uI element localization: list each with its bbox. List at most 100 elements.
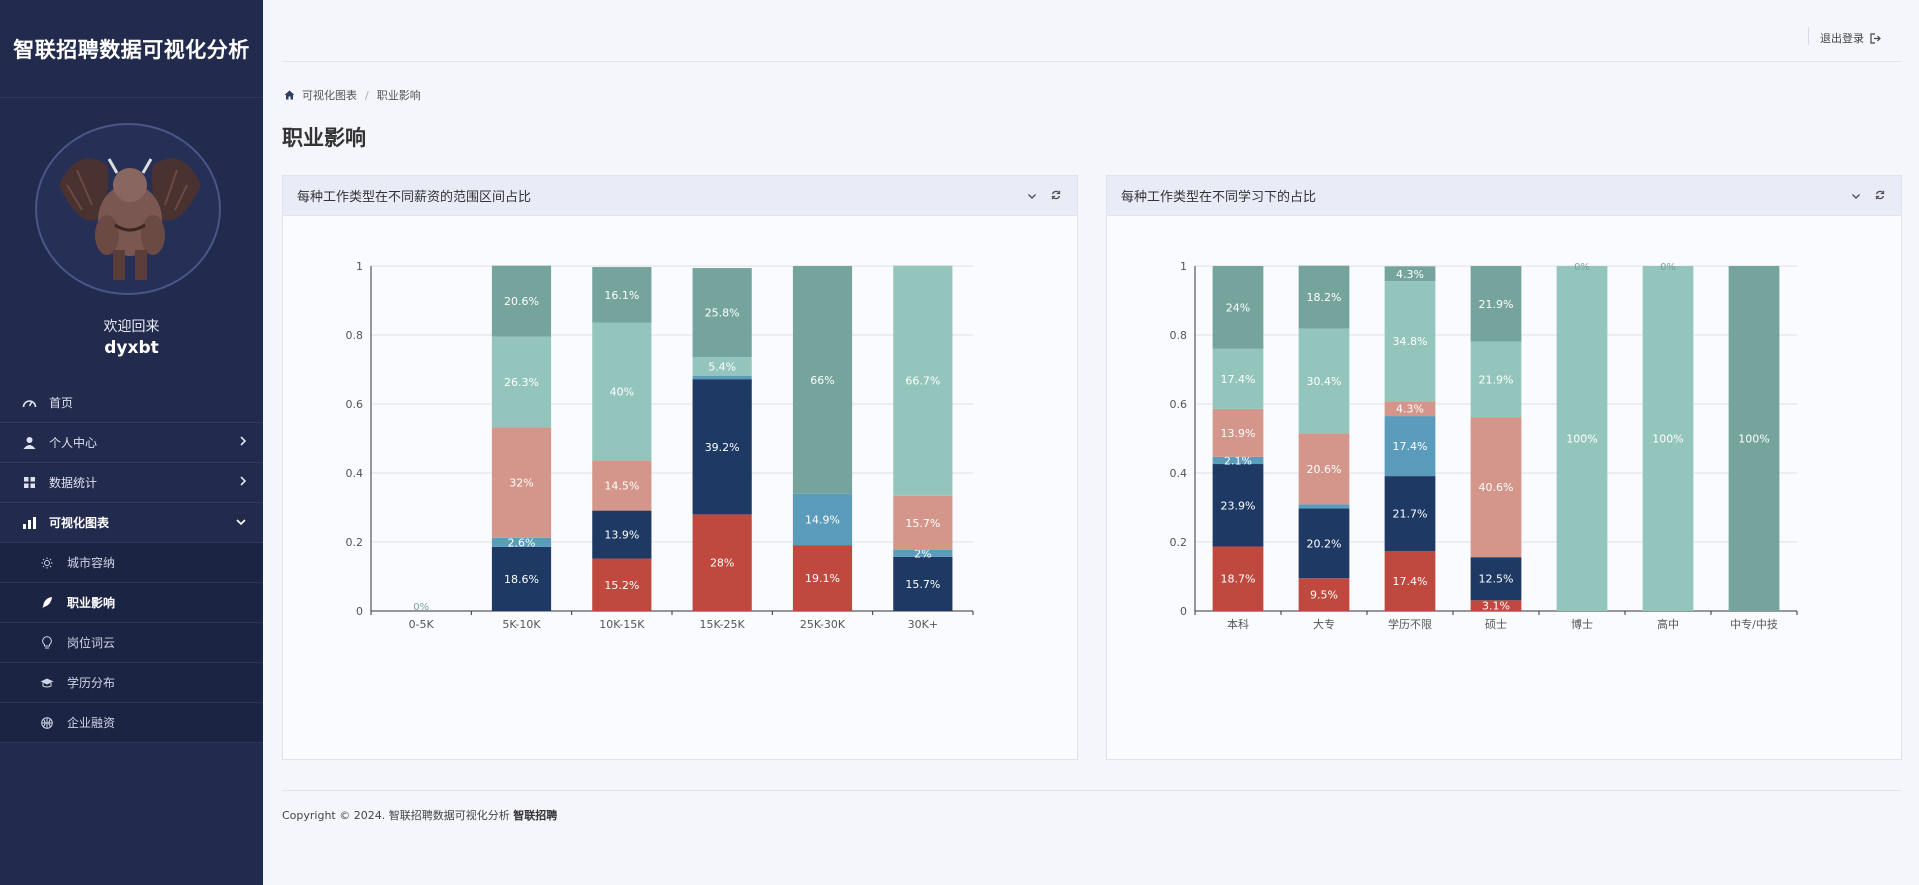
- collapse-icon[interactable]: [1027, 189, 1037, 204]
- bar-segment[interactable]: [893, 495, 953, 550]
- bar-segment[interactable]: [1470, 557, 1522, 601]
- sidebar-subitem-city[interactable]: 城市容纳: [0, 543, 263, 583]
- bar-segment[interactable]: [1470, 266, 1522, 342]
- bar-segment[interactable]: [1470, 600, 1522, 611]
- bar-segment[interactable]: [1470, 341, 1522, 418]
- bar-segment[interactable]: [1212, 266, 1264, 349]
- refresh-icon[interactable]: [1051, 189, 1061, 204]
- refresh-icon[interactable]: [1875, 189, 1885, 204]
- bar-segment[interactable]: [692, 375, 752, 380]
- x-tick-label: 5K-10K: [502, 618, 541, 631]
- bar-segment[interactable]: [491, 336, 552, 428]
- bar-data-label: 66%: [810, 374, 834, 387]
- bar-segment[interactable]: [1298, 328, 1350, 434]
- y-tick-label: 0.6: [346, 398, 364, 411]
- x-tick-label: 10K-15K: [599, 618, 645, 631]
- bar-data-label: 15.7%: [905, 578, 940, 591]
- bar-data-label: 23.9%: [1221, 499, 1256, 512]
- bar-segment[interactable]: [1212, 456, 1264, 465]
- user-icon: [21, 435, 37, 451]
- feather-icon: [40, 596, 54, 610]
- bar-segment[interactable]: [893, 265, 953, 496]
- bar-segment[interactable]: [592, 460, 652, 511]
- bar-segment[interactable]: [692, 379, 752, 515]
- bar-data-label: 13.9%: [1221, 427, 1256, 440]
- bar-segment[interactable]: [491, 427, 552, 538]
- sidebar-subitem-label: 城市容纳: [67, 556, 116, 570]
- logout-button[interactable]: 退出登录: [1808, 27, 1881, 46]
- sidebar-item-profile[interactable]: 个人中心: [0, 423, 263, 463]
- bar-segment[interactable]: [1384, 401, 1436, 417]
- bar-segment[interactable]: [1298, 265, 1350, 329]
- bar-data-label: 18.7%: [1221, 573, 1256, 586]
- panel-title: 每种工作类型在不同学习下的占比: [1121, 190, 1317, 205]
- bar-segment[interactable]: [1212, 546, 1264, 611]
- y-tick-label: 0.8: [1170, 329, 1188, 342]
- bar-segment[interactable]: [491, 537, 552, 547]
- bar-segment[interactable]: [1298, 578, 1350, 611]
- bar-segment[interactable]: [1470, 417, 1522, 558]
- bar-data-label: 66.7%: [905, 375, 940, 388]
- bar-segment[interactable]: [592, 558, 652, 611]
- bar-segment[interactable]: [1384, 476, 1436, 551]
- bar-data-label: 5.4%: [708, 360, 736, 373]
- bar-segment[interactable]: [1212, 464, 1264, 547]
- sidebar-item-label: 可视化图表: [49, 516, 110, 530]
- bar-data-label: 9.5%: [1310, 589, 1338, 602]
- bar-segment[interactable]: [592, 322, 652, 461]
- bar-segment[interactable]: [491, 265, 552, 337]
- bar-data-label: 34.8%: [1393, 335, 1428, 348]
- bar-segment[interactable]: [692, 357, 752, 376]
- bar-segment[interactable]: [692, 268, 752, 358]
- home-icon[interactable]: [284, 90, 295, 100]
- bar-segment[interactable]: [1384, 281, 1436, 402]
- y-tick-label: 0.2: [346, 536, 364, 549]
- bar-data-label: 17.4%: [1221, 373, 1256, 386]
- bar-segment[interactable]: [1212, 348, 1264, 409]
- y-tick-label: 0: [1180, 605, 1187, 618]
- bar-segment[interactable]: [1298, 504, 1350, 509]
- footer-brand-link[interactable]: 智联招聘: [513, 809, 558, 822]
- bar-segment[interactable]: [792, 545, 853, 611]
- bar-segment[interactable]: [1298, 433, 1350, 505]
- bar-segment[interactable]: [1384, 416, 1436, 477]
- bar-segment[interactable]: [1384, 550, 1436, 611]
- panel-title: 每种工作类型在不同薪资的范围区间占比: [297, 190, 532, 205]
- bar-segment[interactable]: [1642, 266, 1694, 611]
- bar-data-label: 15.2%: [604, 579, 639, 592]
- bar-data-label: 20.6%: [1307, 463, 1342, 476]
- bar-segment[interactable]: [1384, 266, 1436, 282]
- avatar[interactable]: [35, 123, 221, 295]
- sidebar-subitem-label: 职业影响: [67, 596, 116, 610]
- bar-segment[interactable]: [792, 493, 853, 546]
- app-title: 智联招聘数据可视化分析: [0, 0, 263, 98]
- y-tick-label: 1: [1180, 260, 1187, 273]
- divider: [1808, 27, 1809, 45]
- bar-segment[interactable]: [1728, 266, 1780, 611]
- sidebar-item-home[interactable]: 首页: [0, 383, 263, 423]
- bar-segment[interactable]: [1556, 266, 1608, 611]
- bar-segment[interactable]: [592, 510, 652, 559]
- bar-segment[interactable]: [1212, 408, 1264, 457]
- sidebar-item-charts[interactable]: 可视化图表: [0, 503, 263, 543]
- bar-segment[interactable]: [1298, 508, 1350, 579]
- sidebar-subitem-label: 企业融资: [67, 716, 116, 730]
- bar-segment[interactable]: [692, 514, 752, 611]
- sidebar-subitem-financing[interactable]: 企业融资: [0, 703, 263, 743]
- collapse-icon[interactable]: [1851, 189, 1861, 204]
- sidebar-subitem-career[interactable]: 职业影响: [0, 583, 263, 623]
- bar-data-label: 18.6%: [504, 573, 539, 586]
- top-bar: 退出登录: [282, 0, 1901, 62]
- bar-segment[interactable]: [592, 267, 652, 323]
- bar-data-label: 25.8%: [705, 307, 740, 320]
- bar-data-label: 14.9%: [805, 513, 840, 526]
- bar-segment[interactable]: [893, 556, 953, 611]
- sidebar-item-statistics[interactable]: 数据统计: [0, 463, 263, 503]
- x-tick-label: 大专: [1313, 617, 1335, 631]
- breadcrumb-root[interactable]: 可视化图表: [302, 89, 357, 102]
- sidebar-subitem-education[interactable]: 学历分布: [0, 663, 263, 703]
- bar-segment[interactable]: [893, 549, 953, 557]
- bar-segment[interactable]: [792, 266, 853, 494]
- sidebar-subitem-wordcloud[interactable]: 岗位词云: [0, 623, 263, 663]
- bar-segment[interactable]: [491, 546, 552, 611]
